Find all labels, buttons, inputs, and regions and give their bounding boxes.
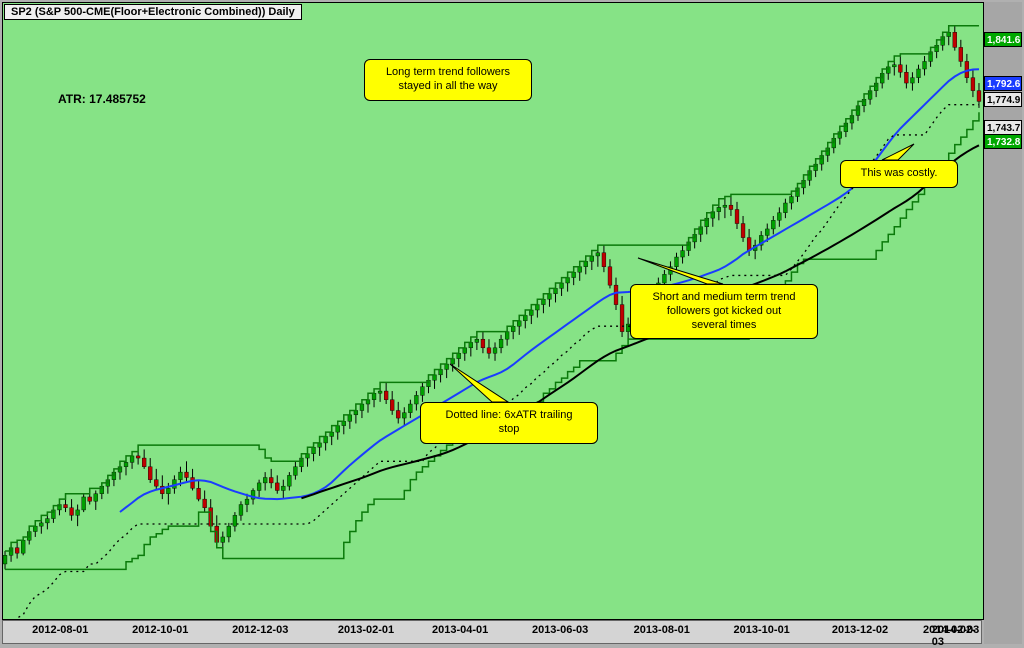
price-flag: 1,841.6 <box>984 32 1022 47</box>
x-axis-tick: 2013-02-01 <box>338 624 394 636</box>
chart-title: SP2 (S&P 500-CME(Floor+Electronic Combin… <box>4 4 302 20</box>
price-flag: 1,732.8 <box>984 134 1022 149</box>
x-axis-tick: 2012-12-03 <box>232 624 288 636</box>
annotation-callout: Short and medium term trendfollowers got… <box>630 284 818 339</box>
x-axis: 2012-08-01 2012-10-01 2012-12-03 2013-02-01… <box>2 620 982 644</box>
price-flag: 1,792.6 <box>984 76 1022 91</box>
annotation-callout: Long term trend followersstayed in all t… <box>364 59 532 101</box>
annotation-callout: Dotted line: 6xATR trailingstop <box>420 402 598 444</box>
annotation-callout: This was costly. <box>840 160 958 188</box>
x-axis-tick: 2013-12-02 <box>832 624 888 636</box>
x-axis-tick: 2014-02-03 <box>923 624 979 636</box>
x-axis-tick: 2013-06-03 <box>532 624 588 636</box>
x-axis-tick: 2012-10-01 <box>132 624 188 636</box>
x-axis-tick: 2013-04-01 <box>432 624 488 636</box>
price-flag: 1,774.9 <box>984 92 1022 107</box>
x-axis-tick: 2013-10-01 <box>734 624 790 636</box>
atr-indicator-label: ATR: 17.485752 <box>58 92 146 106</box>
x-axis-tick: 2012-08-01 <box>32 624 88 636</box>
x-axis-tick: 2013-08-01 <box>634 624 690 636</box>
price-flag: 1,743.7 <box>984 120 1022 135</box>
